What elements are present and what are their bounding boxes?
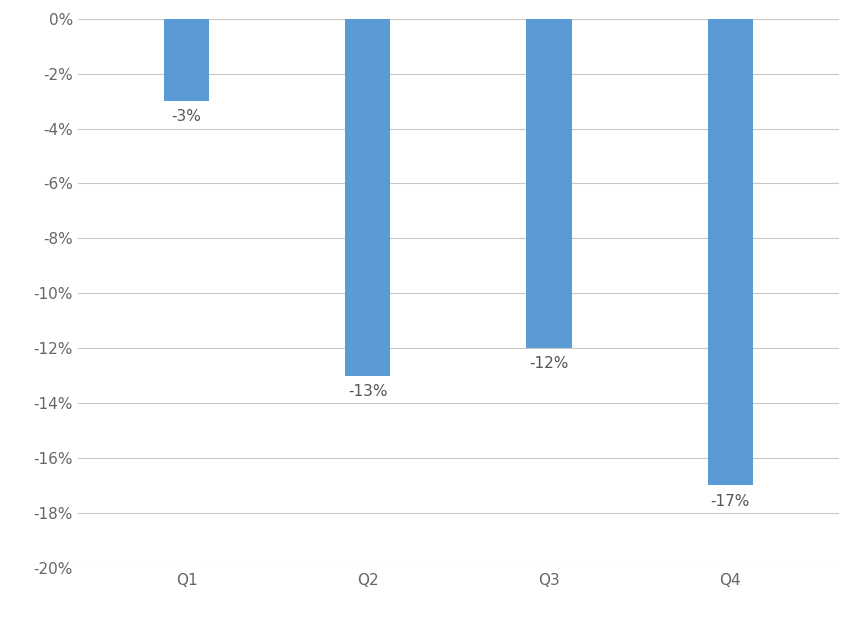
Bar [345, 19, 390, 376]
Bar [164, 19, 209, 101]
Text: -12%: -12% [529, 356, 569, 371]
Bar [527, 19, 572, 348]
Bar [708, 19, 753, 485]
Text: -13%: -13% [348, 384, 388, 399]
Text: -3%: -3% [171, 109, 202, 124]
Text: -17%: -17% [711, 494, 750, 509]
